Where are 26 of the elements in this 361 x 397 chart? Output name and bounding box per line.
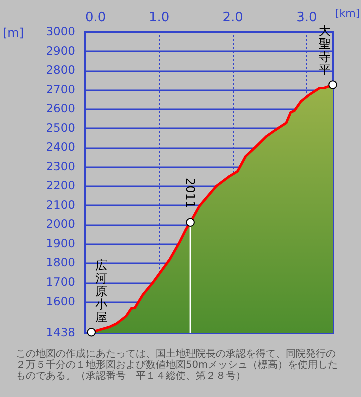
y-tick-label: 2800 bbox=[46, 63, 76, 78]
y-tick-label: 2000 bbox=[46, 217, 76, 232]
y-tick-label: 2300 bbox=[46, 159, 76, 174]
y-tick-label: 3000 bbox=[46, 24, 76, 38]
y-tick-label: 2600 bbox=[46, 102, 76, 116]
x-tick-label: 0.0 bbox=[86, 10, 106, 26]
x-axis-title: [km] bbox=[335, 8, 360, 20]
y-tick-label: 1900 bbox=[46, 236, 76, 250]
y-tick-label: 1600 bbox=[46, 294, 76, 308]
y-axis-title: [m] bbox=[3, 26, 24, 40]
x-tick-label: 2.0 bbox=[222, 10, 244, 26]
y-tick-label: 2200 bbox=[46, 178, 76, 193]
x-tick-label: 3.0 bbox=[296, 10, 318, 26]
y-tick-label: 2500 bbox=[46, 120, 76, 135]
y-tick-label: 1700 bbox=[46, 275, 76, 290]
y-tick-label: 2900 bbox=[46, 44, 76, 58]
text: ２万５千分の１地形図および数値地図50mメッシュ（標高）を使用した bbox=[16, 359, 338, 371]
y-tick-label: 1438 bbox=[46, 326, 76, 340]
text: ものである。（承認番号 平１４総使、第２８号） bbox=[16, 370, 246, 382]
y-tick-label: 2100 bbox=[46, 198, 76, 212]
annotation: 2011 bbox=[184, 178, 198, 209]
y-tick-label: 1800 bbox=[46, 256, 76, 270]
y-tick-label: 2700 bbox=[46, 82, 76, 96]
y-tick-label: 2400 bbox=[46, 140, 76, 154]
x-tick-label: 1.0 bbox=[148, 10, 170, 26]
text: この地図の作成にあたっては、国土地理院長の承認を得て、同院発行の bbox=[16, 348, 336, 360]
